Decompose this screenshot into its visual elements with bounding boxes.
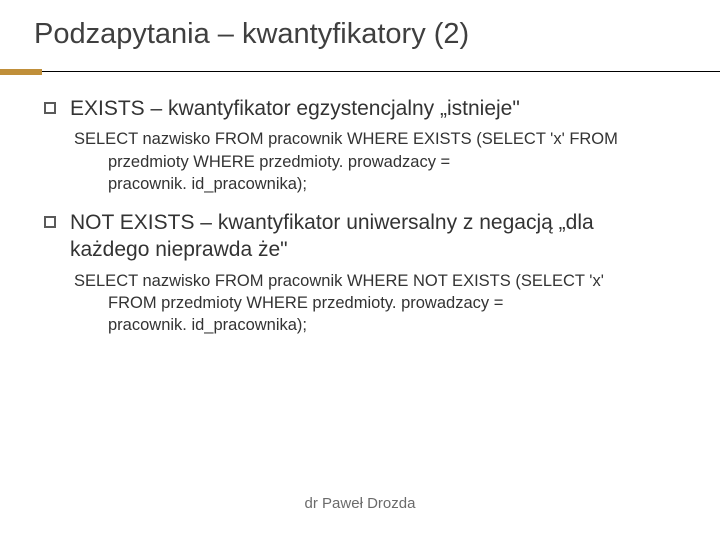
item-heading: NOT EXISTS – kwantyfikator uniwersalny z… bbox=[70, 209, 676, 264]
content-area: EXISTS – kwantyfikator egzystencjalny „i… bbox=[0, 75, 720, 336]
square-bullet-icon bbox=[44, 216, 56, 228]
code-block: SELECT nazwisko FROM pracownik WHERE NOT… bbox=[74, 270, 676, 337]
code-line: pracownik. id_pracownika); bbox=[74, 314, 676, 336]
list-item: NOT EXISTS – kwantyfikator uniwersalny z… bbox=[44, 209, 676, 336]
item-heading: EXISTS – kwantyfikator egzystencjalny „i… bbox=[70, 95, 520, 122]
footer-author: dr Paweł Drozda bbox=[0, 495, 720, 512]
code-block: SELECT nazwisko FROM pracownik WHERE EXI… bbox=[74, 128, 676, 195]
code-line: pracownik. id_pracownika); bbox=[74, 173, 676, 195]
slide-title: Podzapytania – kwantyfikatory (2) bbox=[34, 18, 720, 51]
item-heading-row: NOT EXISTS – kwantyfikator uniwersalny z… bbox=[44, 209, 676, 264]
title-divider bbox=[0, 69, 720, 75]
item-heading-row: EXISTS – kwantyfikator egzystencjalny „i… bbox=[44, 95, 676, 122]
code-line: SELECT nazwisko FROM pracownik WHERE EXI… bbox=[74, 128, 676, 150]
square-bullet-icon bbox=[44, 102, 56, 114]
list-item: EXISTS – kwantyfikator egzystencjalny „i… bbox=[44, 95, 676, 195]
code-line: SELECT nazwisko FROM pracownik WHERE NOT… bbox=[74, 270, 676, 292]
code-line: FROM przedmioty WHERE przedmioty. prowad… bbox=[74, 292, 676, 314]
code-line: przedmioty WHERE przedmioty. prowadzacy … bbox=[74, 151, 676, 173]
divider-line bbox=[0, 71, 720, 72]
title-area: Podzapytania – kwantyfikatory (2) bbox=[0, 0, 720, 63]
divider-accent bbox=[0, 69, 42, 75]
